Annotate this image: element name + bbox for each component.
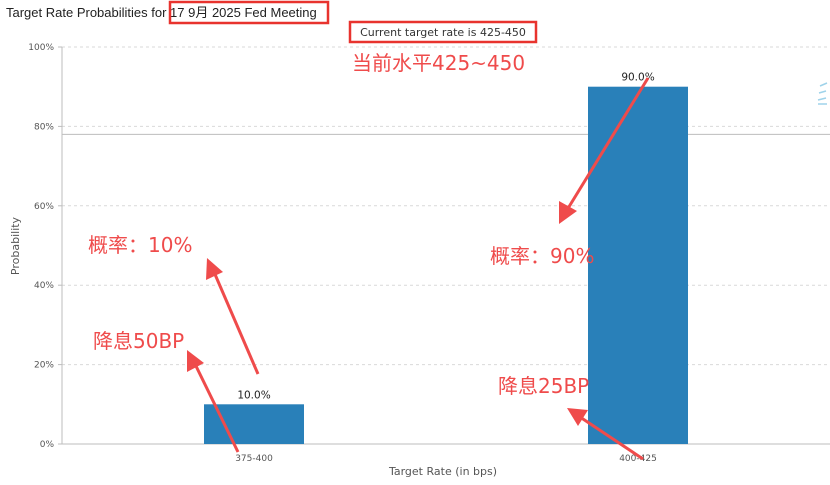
y-tick-label: 20%	[34, 361, 54, 371]
arrow-head-right-probability	[559, 201, 577, 224]
bar-400-425[interactable]	[588, 86, 688, 444]
arrow-head-right-cut	[567, 408, 588, 426]
loading-spinner-icon	[817, 82, 828, 105]
y-tick-label: 0%	[40, 440, 55, 450]
bars: 10.0% 90.0%	[204, 72, 688, 444]
arrow-head-left-cut	[187, 350, 204, 372]
x-tick-label: 400-425	[619, 454, 657, 464]
gridlines	[62, 46, 830, 366]
annotation-cut-left: 降息50BP	[93, 329, 184, 353]
chart-title-meeting: 17 9月 2025 Fed Meeting	[170, 5, 317, 20]
title-highlight-box	[168, 0, 330, 25]
x-tick-label: 375-400	[235, 454, 273, 464]
arrow-head-left-probability	[206, 258, 223, 280]
annotation-current-level: 当前水平425~450	[352, 51, 525, 75]
chart-title: Target Rate Probabilities for 17 9月 2025…	[6, 5, 317, 20]
y-tick-label: 60%	[34, 202, 54, 212]
subtitle-highlight-box	[348, 20, 538, 44]
bar-data-label: 10.0%	[237, 389, 270, 401]
y-tick-labels: 0% 20% 40% 60% 80% 100%	[28, 43, 62, 450]
annotation-arrows	[187, 77, 650, 461]
annotation-probability-left: 概率：10%	[88, 233, 192, 257]
y-axis-title: Probability	[9, 216, 22, 275]
annotation-probability-right: 概率：90%	[490, 244, 594, 268]
arrow-left-cut	[193, 363, 240, 453]
chart-subtitle: Current target rate is 425-450	[360, 26, 526, 39]
y-tick-label: 40%	[34, 281, 54, 291]
arrow-right-cut	[579, 415, 644, 461]
y-tick-label: 80%	[34, 122, 54, 132]
chart-title-prefix: Target Rate Probabilities for	[6, 5, 170, 20]
annotation-cut-right: 降息25BP	[498, 374, 589, 398]
bar-375-400[interactable]	[204, 404, 304, 444]
x-tick-labels: 375-400 400-425	[235, 454, 657, 464]
y-tick-label: 100%	[28, 43, 54, 53]
x-axis-title: Target Rate (in bps)	[388, 465, 497, 478]
bar-data-label: 90.0%	[621, 72, 654, 84]
arrow-left-probability	[212, 271, 260, 375]
arrow-right-probability	[565, 77, 650, 211]
